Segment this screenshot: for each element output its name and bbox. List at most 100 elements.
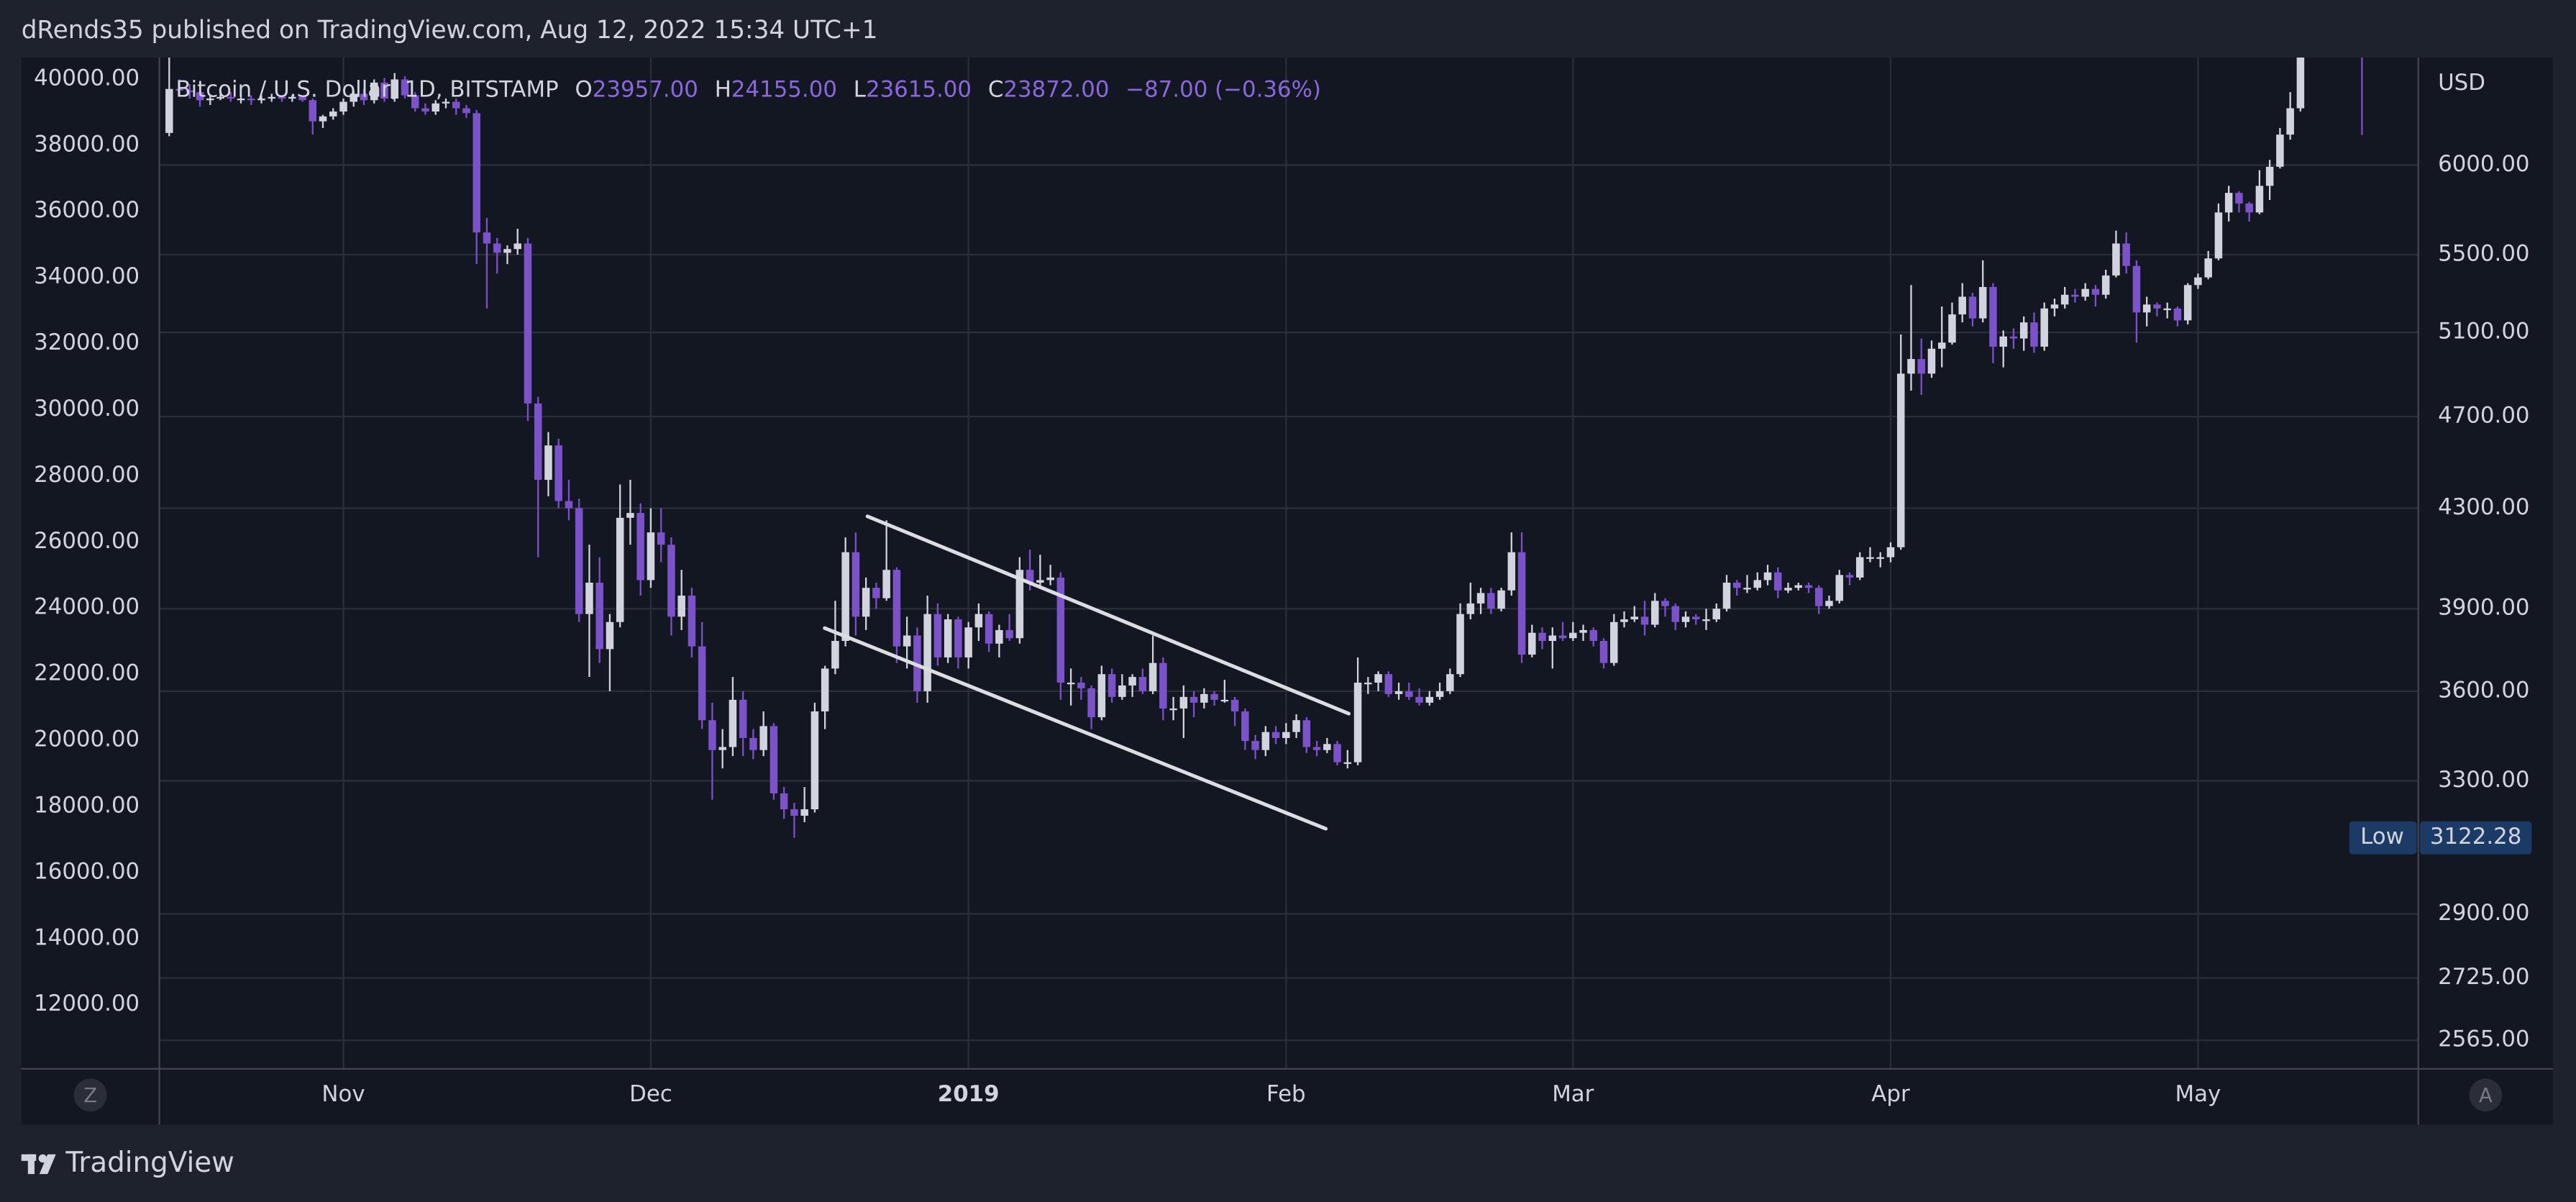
candle-body xyxy=(534,403,542,481)
candle-body xyxy=(1927,348,1936,374)
axes: 6000.00 5500.00 5100.00 4700.00 4300.00 3900.… xyxy=(34,65,2532,1107)
right-button[interactable]: A xyxy=(2469,1078,2503,1112)
candle-body xyxy=(1148,663,1157,691)
candle-body xyxy=(380,82,388,99)
candle-body xyxy=(2101,275,2110,295)
candle-body xyxy=(1425,696,1434,703)
candle-body xyxy=(1487,593,1495,609)
candle-body xyxy=(1825,601,1833,606)
candle-body xyxy=(421,108,429,112)
candle-body xyxy=(442,101,450,104)
candle-body xyxy=(1886,547,1895,557)
y-tick-label: 2900.00 xyxy=(2438,900,2529,926)
low-marker-value: 3122.28 xyxy=(2430,824,2521,850)
candle-body xyxy=(2019,322,2028,339)
candle-body xyxy=(2276,135,2284,167)
candle-body xyxy=(2030,322,2038,347)
candle-body xyxy=(1241,711,1249,742)
candle-body xyxy=(216,96,224,99)
left-button[interactable]: Z xyxy=(73,1078,107,1112)
candle-body xyxy=(1292,720,1300,732)
candle-body xyxy=(1671,606,1680,622)
candle-body xyxy=(350,94,358,102)
candle-body xyxy=(1599,641,1608,663)
candle-body xyxy=(411,95,419,109)
candle-body xyxy=(165,88,173,133)
candle-body xyxy=(1056,577,1065,683)
candle-body xyxy=(1702,619,1710,622)
candle-body xyxy=(821,668,829,711)
button-label[interactable]: Z xyxy=(83,1085,97,1107)
y2-tick-label: 38000.00 xyxy=(34,131,140,157)
candle-body xyxy=(1179,696,1188,709)
candle-body xyxy=(903,635,911,647)
candle-body xyxy=(1107,674,1116,697)
candle-body xyxy=(1067,682,1075,685)
candle-body xyxy=(2296,58,2305,109)
y2-tick-label: 30000.00 xyxy=(34,396,140,422)
y2-tick-label: 22000.00 xyxy=(34,660,140,686)
candle-body xyxy=(2122,243,2130,266)
candle-body xyxy=(790,809,798,816)
x-tick-label: 2019 xyxy=(938,1081,1000,1107)
candle-body xyxy=(2060,294,2069,305)
candle-body xyxy=(1681,616,1690,622)
candle-body xyxy=(1948,314,1956,343)
y2-tick-label: 12000.00 xyxy=(34,991,140,1016)
candle-body xyxy=(636,513,644,580)
candle-body xyxy=(370,82,378,101)
candle-body xyxy=(739,699,747,738)
candle-body xyxy=(1138,677,1147,691)
candle-body xyxy=(196,92,204,101)
candle-body xyxy=(309,100,317,122)
candle-body xyxy=(2091,288,2100,295)
candle-body xyxy=(657,532,665,545)
candle-body xyxy=(626,513,634,518)
candle-body xyxy=(288,96,296,99)
candle-body xyxy=(1230,699,1239,711)
candle-body xyxy=(1005,629,1013,639)
candle-body xyxy=(257,99,265,101)
candle-body xyxy=(872,588,880,598)
candle-body xyxy=(2142,304,2151,313)
candle-body xyxy=(2153,304,2161,309)
candle-body xyxy=(298,96,306,101)
candle-body xyxy=(1302,720,1311,747)
candle-body xyxy=(1456,614,1464,675)
candle-body xyxy=(278,96,286,99)
candle-body xyxy=(1569,632,1577,639)
candle-body xyxy=(554,445,562,501)
candle-body xyxy=(1159,663,1167,709)
candle-body xyxy=(1579,629,1587,633)
candle-body xyxy=(1845,575,1854,578)
candle-body xyxy=(2224,193,2233,213)
candle-body xyxy=(493,243,501,253)
candle-body xyxy=(1640,616,1649,625)
y2-tick-label: 16000.00 xyxy=(34,858,140,884)
y2-tick-label: 28000.00 xyxy=(34,462,140,488)
candle-body xyxy=(431,103,440,112)
candle-body xyxy=(1876,557,1884,559)
y2-tick-label: 36000.00 xyxy=(34,197,140,223)
button-label[interactable]: A xyxy=(2479,1085,2493,1107)
candle-body xyxy=(1548,635,1557,642)
candle-body xyxy=(2183,285,2192,321)
candle-body xyxy=(503,249,511,253)
candle-body xyxy=(995,629,1003,644)
candle-body xyxy=(360,94,368,101)
candle-body xyxy=(1210,693,1218,700)
candle-body xyxy=(800,809,808,816)
legend-key: O xyxy=(575,76,593,102)
y-tick-label: 3900.00 xyxy=(2438,595,2529,621)
candle-body xyxy=(1405,691,1413,697)
candle-body xyxy=(2081,288,2089,297)
legend-key: H xyxy=(715,76,731,102)
candle-body xyxy=(1958,296,1966,315)
candle-body xyxy=(2235,193,2243,204)
candle-body xyxy=(1189,696,1198,703)
candle-body xyxy=(1896,373,1905,547)
candle-body xyxy=(892,570,901,647)
candle-body xyxy=(1620,619,1628,622)
x-tick-label: Apr xyxy=(1871,1081,1910,1107)
